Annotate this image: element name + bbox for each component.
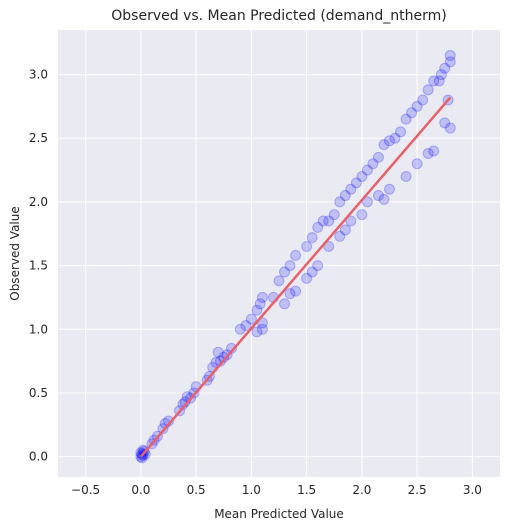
data-point: [367, 158, 379, 170]
data-point: [400, 170, 412, 182]
data-point: [361, 196, 373, 208]
chart-title: Observed vs. Mean Predicted (demand_nthe…: [111, 8, 446, 24]
y-tick-label: 2.0: [29, 195, 48, 209]
data-point: [157, 423, 169, 435]
data-point: [279, 266, 291, 278]
data-point: [400, 113, 412, 125]
data-point: [306, 266, 318, 278]
data-point: [417, 94, 429, 106]
grid-lines: [58, 30, 500, 477]
x-tick-label: −0.5: [71, 483, 100, 497]
x-tick-label: 1.5: [297, 483, 316, 497]
data-point: [312, 260, 324, 272]
x-tick-label: 2.5: [408, 483, 427, 497]
y-tick-label: 0.5: [29, 386, 48, 400]
data-point: [328, 209, 340, 221]
data-point: [428, 75, 440, 87]
data-point: [435, 69, 447, 81]
data-point: [256, 323, 268, 335]
data-point: [284, 260, 296, 272]
data-point: [411, 100, 423, 112]
data-point: [136, 452, 148, 464]
data-point: [273, 275, 285, 287]
plot-background: [58, 30, 500, 477]
data-point: [225, 342, 237, 354]
data-point: [245, 313, 257, 325]
data-point: [444, 122, 456, 134]
x-tick-label: 2.0: [352, 483, 371, 497]
x-axis-label: Mean Predicted Value: [214, 507, 344, 521]
data-point: [406, 107, 418, 119]
data-point: [422, 148, 434, 160]
data-point: [240, 319, 252, 331]
data-point: [251, 326, 263, 338]
data-point: [256, 291, 268, 303]
data-point: [284, 288, 296, 300]
data-point: [345, 183, 357, 195]
fit-line-group: [139, 96, 452, 458]
data-point: [254, 298, 266, 310]
data-point: [279, 298, 291, 310]
data-point: [345, 215, 357, 227]
data-point: [372, 190, 384, 202]
y-axis-label: Observed Value: [8, 206, 22, 301]
data-point: [433, 75, 445, 87]
data-point: [378, 139, 390, 151]
y-tick-label: 1.0: [29, 322, 48, 336]
data-point: [290, 285, 302, 297]
y-tick-label: 3.0: [29, 68, 48, 82]
x-tick-label: 1.0: [242, 483, 261, 497]
data-point: [301, 240, 313, 252]
y-tick-label: 1.5: [29, 259, 48, 273]
tick-labels: −0.5 0.0 0.5 1.0 1.5 2.0 2.5 3.0 0.0 0.5 1.0 1.5 2.0…: [29, 68, 482, 497]
data-point: [384, 183, 395, 195]
fit-line: [139, 96, 452, 458]
x-tick-label: 0.0: [131, 483, 150, 497]
data-point: [389, 132, 401, 144]
data-point: [301, 272, 313, 284]
data-point: [439, 62, 451, 74]
data-point: [306, 232, 318, 244]
data-point: [350, 177, 362, 189]
data-point: [439, 117, 451, 129]
x-tick-label: 0.5: [187, 483, 206, 497]
x-tick-label: 3.0: [463, 483, 482, 497]
data-point: [356, 170, 368, 182]
data-point: [411, 158, 423, 170]
data-point: [323, 215, 335, 227]
data-point: [384, 135, 395, 147]
data-point: [139, 448, 151, 460]
data-point: [395, 126, 407, 138]
data-points: [135, 49, 456, 464]
data-point: [317, 215, 329, 227]
data-point: [212, 346, 224, 358]
data-point: [323, 240, 335, 252]
data-point: [356, 209, 368, 221]
data-point: [312, 221, 324, 233]
data-point: [251, 304, 263, 316]
data-point: [339, 190, 351, 202]
data-point: [334, 196, 346, 208]
data-point: [422, 84, 434, 96]
data-point: [444, 49, 456, 61]
data-point: [361, 164, 373, 176]
data-point: [428, 145, 440, 157]
data-point: [334, 230, 346, 242]
y-tick-label: 0.0: [29, 450, 48, 464]
y-tick-label: 2.5: [29, 131, 48, 145]
data-point: [234, 323, 246, 335]
data-point: [378, 193, 390, 205]
data-point: [444, 56, 456, 68]
data-point: [372, 151, 384, 163]
data-point: [290, 249, 302, 261]
data-point: [339, 224, 351, 236]
